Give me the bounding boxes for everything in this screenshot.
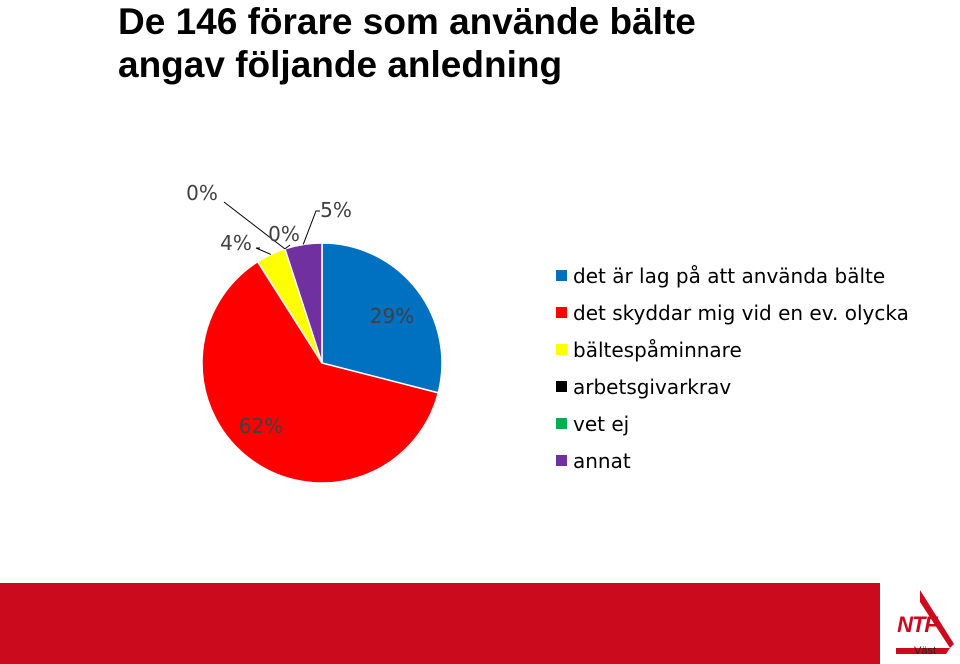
data-label-1: 62%	[239, 414, 283, 438]
leader-lines	[223, 201, 320, 255]
ntf-logo-icon	[896, 590, 954, 654]
legend-item-5: annat	[556, 442, 909, 479]
data-label-2: 4%	[220, 231, 252, 255]
legend-swatch-3	[556, 381, 567, 392]
leader-line-4	[284, 244, 291, 250]
legend-swatch-1	[556, 307, 567, 318]
legend-label-5: annat	[573, 448, 631, 473]
legend-label-4: vet ej	[573, 411, 630, 436]
leader-line-5	[302, 210, 320, 245]
pie-slices	[201, 242, 443, 484]
chart-title-line-2: angav följande anledning	[118, 44, 563, 85]
data-labels: 29% 62% 4% 0% 0% 5%	[186, 181, 414, 438]
legend-label-3: arbetsgivarkrav	[573, 374, 732, 399]
legend-item-2: bältespåminnare	[556, 331, 909, 368]
chart-title: De 146 förare som använde bälte angav fö…	[118, 0, 696, 86]
legend-swatch-0	[556, 270, 567, 281]
legend: det är lag på att använda bälte det skydd…	[556, 257, 909, 479]
logo-text: NTF	[897, 612, 938, 637]
data-label-3: 0%	[186, 181, 218, 205]
legend-item-4: vet ej	[556, 405, 909, 442]
pie-slice-0	[321, 242, 443, 394]
chart-title-line-1: De 146 förare som använde bälte	[118, 1, 696, 42]
legend-label-2: bältespåminnare	[573, 337, 742, 362]
legend-swatch-5	[556, 455, 567, 466]
legend-label-0: det är lag på att använda bälte	[573, 263, 886, 288]
legend-item-3: arbetsgivarkrav	[556, 368, 909, 405]
data-label-4: 0%	[268, 222, 300, 246]
legend-label-1: det skyddar mig vid en ev. olycka	[573, 300, 909, 325]
pie-chart: 29% 62% 4% 0% 0% 5%	[186, 181, 443, 484]
pie-slice-1	[201, 260, 440, 484]
logo-subtext: Väst	[913, 645, 936, 657]
legend-item-0: det är lag på att använda bälte	[556, 257, 909, 294]
legend-item-1: det skyddar mig vid en ev. olycka	[556, 294, 909, 331]
data-label-0: 29%	[370, 304, 414, 328]
data-label-5: 5%	[320, 198, 352, 222]
legend-swatch-2	[556, 344, 567, 355]
legend-swatch-4	[556, 418, 567, 429]
footer-bar	[0, 583, 880, 664]
leader-line-2	[255, 247, 272, 255]
leader-line-3	[223, 201, 286, 250]
